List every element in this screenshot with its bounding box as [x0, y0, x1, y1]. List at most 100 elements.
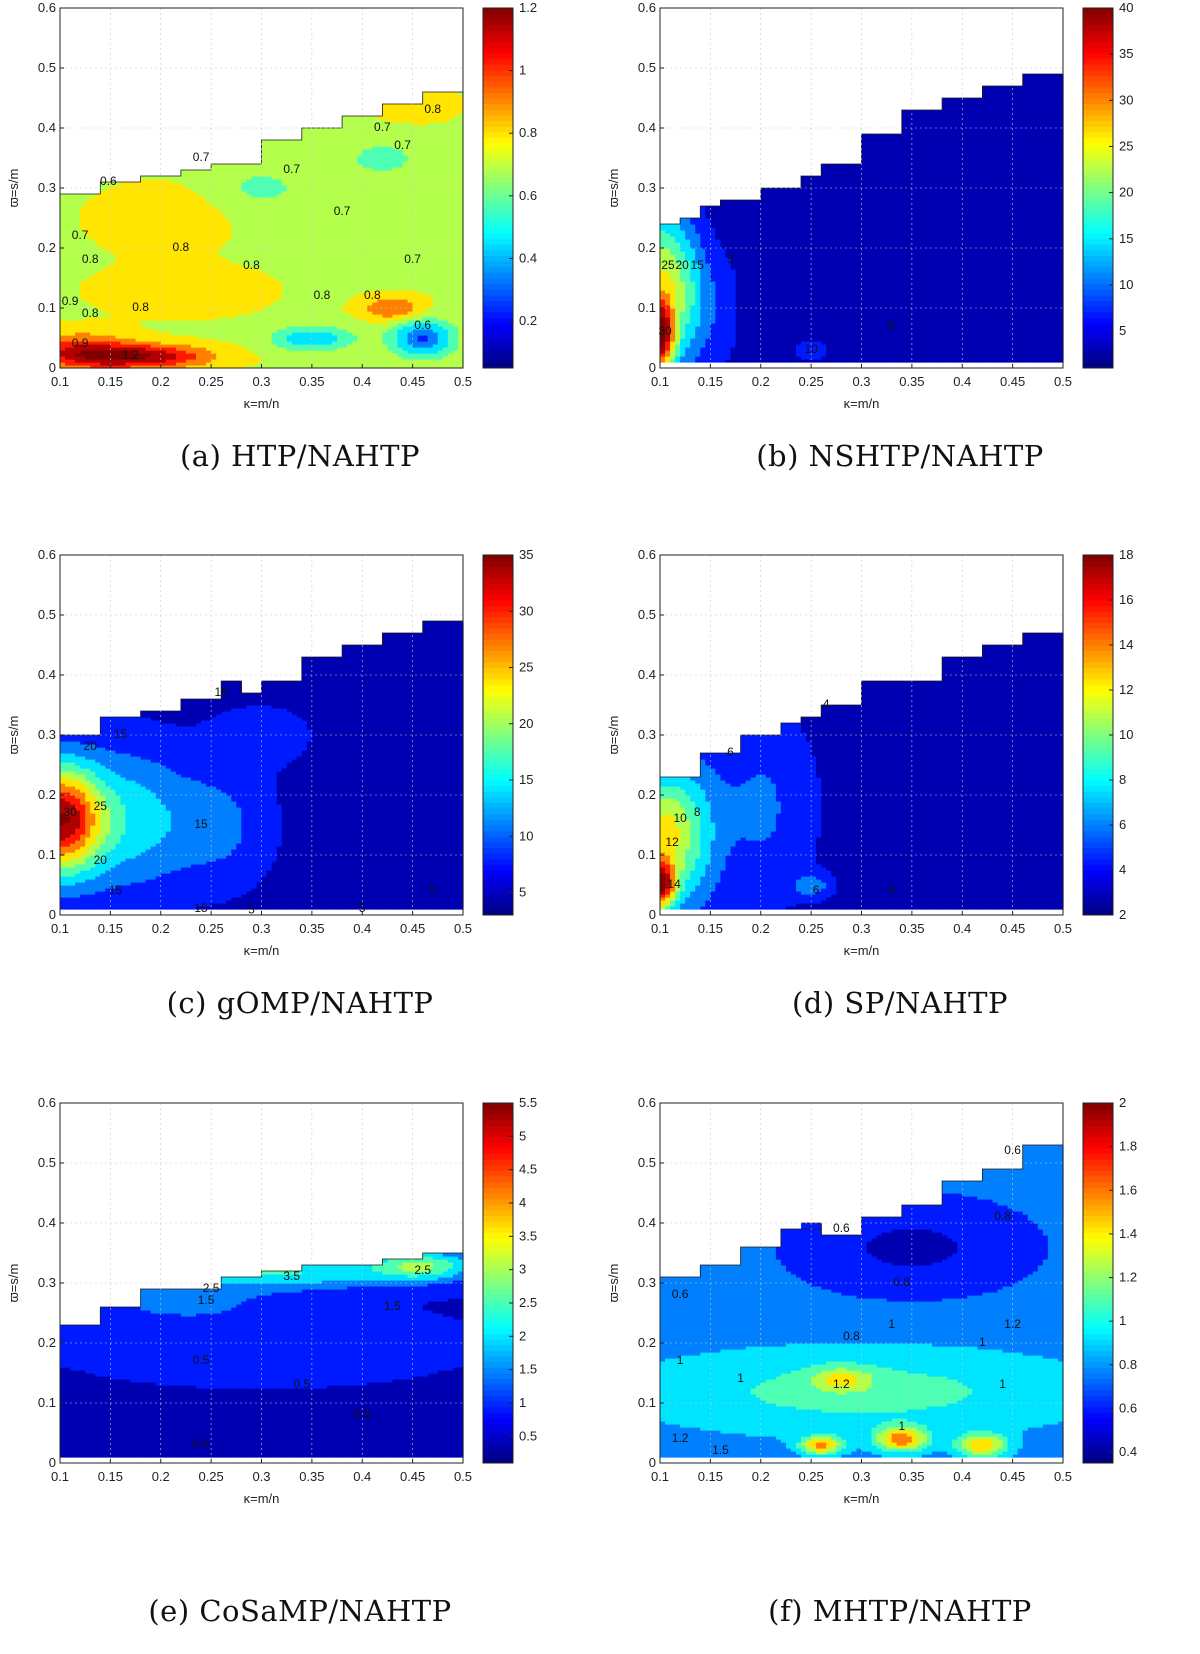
contour-cell	[382, 215, 389, 219]
contour-cell	[65, 350, 71, 354]
contour-cell	[241, 329, 247, 333]
contour-cell	[397, 290, 404, 294]
contour-cell	[160, 257, 167, 261]
contour-cell	[311, 191, 318, 195]
contour-cell	[241, 362, 247, 366]
contour-cell	[251, 182, 258, 186]
contour-cell	[407, 302, 414, 306]
contour-cell	[311, 329, 318, 333]
contour-cell	[221, 305, 227, 309]
contour-cell	[326, 194, 333, 198]
contour-cell	[100, 203, 106, 207]
contour-cell	[150, 269, 157, 273]
contour-cell	[160, 194, 167, 198]
contour-cell	[226, 242, 232, 246]
contour-cell	[392, 299, 399, 303]
contour-cell	[90, 347, 96, 351]
contour-cell	[196, 233, 202, 237]
contour-cell	[216, 239, 222, 243]
contour-cell	[326, 176, 333, 180]
contour-cell	[100, 326, 106, 330]
contour-cell	[196, 341, 202, 345]
contour-cell	[135, 335, 142, 339]
contour-cell	[251, 293, 258, 297]
contour-cell	[110, 308, 117, 312]
contour-cell	[206, 278, 212, 282]
contour-cell	[246, 296, 253, 300]
contour-cell	[85, 296, 91, 300]
contour-cell	[367, 167, 373, 171]
contour-cell	[357, 194, 363, 198]
contour-cell	[201, 209, 207, 213]
contour-cell	[80, 215, 86, 219]
contour-cell	[367, 152, 373, 156]
contour-cell	[291, 344, 298, 348]
contour-cell	[165, 350, 172, 354]
contour-cell	[90, 290, 96, 294]
contour-cell	[155, 281, 162, 285]
contour-cell	[175, 317, 182, 321]
contour-cell	[392, 149, 399, 153]
contour-cell	[221, 335, 227, 339]
contour-cell	[337, 233, 343, 237]
contour-cell	[100, 362, 106, 366]
contour-cell	[115, 317, 122, 321]
contour-cell	[347, 167, 353, 171]
contour-cell	[397, 269, 404, 273]
contour-cell	[145, 227, 152, 231]
contour-cell	[291, 218, 298, 222]
contour-cell	[382, 179, 389, 183]
contour-cell	[155, 233, 162, 237]
contour-cell	[342, 254, 348, 258]
contour-cell	[402, 341, 409, 345]
contour-cell	[80, 338, 86, 342]
contour-cell	[321, 218, 328, 222]
contour-cell	[382, 104, 389, 108]
contour-cell	[226, 326, 232, 330]
contour-cell	[120, 197, 127, 201]
contour-cell	[266, 290, 273, 294]
contour-cell	[306, 353, 313, 357]
contour-cell	[392, 311, 399, 315]
contour-cell	[231, 227, 237, 231]
contour-cell	[135, 362, 142, 366]
contour-cell	[90, 200, 96, 204]
contour-cell	[326, 251, 333, 255]
contour-cell	[326, 236, 333, 240]
contour-cell	[80, 320, 86, 324]
contour-cell	[226, 362, 232, 366]
contour-cell	[342, 338, 348, 342]
contour-cell	[150, 272, 157, 276]
contour-cell	[100, 359, 106, 363]
contour-cell	[251, 188, 258, 192]
contour-cell	[347, 311, 353, 315]
contour-cell	[311, 167, 318, 171]
contour-cell	[286, 257, 293, 261]
contour-cell	[70, 293, 76, 297]
contour-cell	[226, 317, 232, 321]
contour-cell	[382, 203, 389, 207]
contour-cell	[150, 257, 157, 261]
contour-cell	[175, 305, 182, 309]
contour-cell	[372, 182, 378, 186]
contour-cell	[160, 320, 167, 324]
contour-cell	[236, 200, 242, 204]
contour-cell	[140, 194, 147, 198]
contour-cell	[382, 122, 389, 126]
contour-cell	[105, 320, 111, 324]
contour-cell	[150, 245, 157, 249]
contour-cell	[316, 152, 323, 156]
contour-cell	[160, 359, 167, 363]
contour-cell	[100, 230, 106, 234]
contour-cell	[70, 209, 76, 213]
contour-cell	[397, 311, 404, 315]
contour-cell	[382, 140, 389, 144]
contour-cell	[206, 173, 212, 177]
contour-cell	[231, 230, 237, 234]
contour-cell	[105, 347, 111, 351]
contour-cell	[221, 275, 227, 279]
contour-cell	[120, 299, 127, 303]
contour-cell	[120, 326, 127, 330]
contour-cell	[110, 293, 117, 297]
contour-cell	[251, 263, 258, 267]
